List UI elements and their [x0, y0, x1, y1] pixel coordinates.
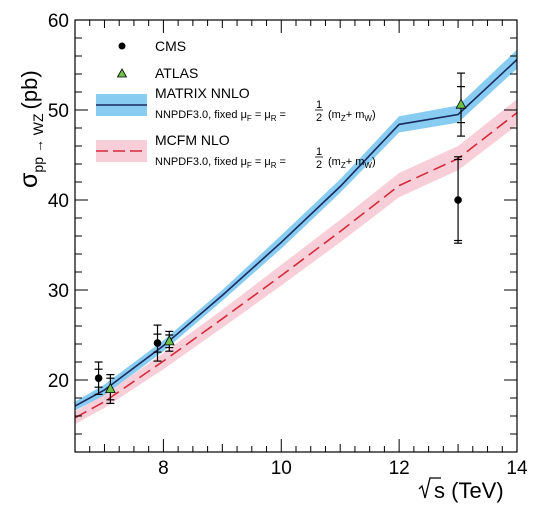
mcfm-line — [74, 112, 518, 419]
legend-cms-marker — [118, 42, 126, 50]
atlas-point — [163, 335, 175, 346]
legend-matrix-label: MATRIX NNLO — [155, 85, 250, 101]
legend-mcfm-label: MCFM NLO — [155, 132, 230, 148]
matrix-band — [75, 49, 517, 411]
matrix-line — [74, 59, 518, 407]
x-tick-label: 10 — [271, 458, 292, 479]
svg-text:1: 1 — [316, 146, 322, 158]
legend-atlas-marker — [116, 68, 128, 78]
y-axis-title: σpp → WZ (pb) — [15, 70, 46, 188]
y-tick-label: 30 — [48, 281, 69, 302]
svg-text:1: 1 — [316, 99, 322, 111]
sqrt-sign — [418, 477, 441, 499]
atlas-point — [455, 98, 467, 109]
legend-matrix-mass: (mZ+ mW) — [328, 109, 376, 123]
axis-ticks — [74, 19, 518, 453]
cms-point — [94, 374, 103, 383]
y-axis-subscript: pp → WZ — [30, 113, 46, 173]
y-axis-unit: (pb) — [17, 70, 42, 109]
x-tick-label: 8 — [158, 458, 169, 479]
mcfm-band — [75, 99, 517, 425]
legend-cms-label: CMS — [155, 38, 186, 54]
uncertainty-bands — [75, 49, 517, 425]
legend: CMS ATLAS MATRIX NNLO NNPDF3.0, fixed μF… — [96, 38, 376, 171]
prediction-lines — [74, 59, 518, 419]
x-tick-label: 12 — [389, 458, 410, 479]
legend-atlas-label: ATLAS — [155, 65, 198, 81]
legend-mcfm-mass: (mZ+ mW) — [328, 156, 376, 170]
axes — [74, 19, 518, 453]
y-axis-sigma: σ — [15, 172, 43, 188]
x-tick-label: 14 — [506, 458, 528, 479]
plot-frame — [74, 19, 518, 453]
legend-matrix-fraction: 1 2 — [315, 99, 323, 124]
svg-text:2: 2 — [316, 112, 322, 124]
measurement-points — [94, 72, 467, 404]
y-tick-label: 20 — [48, 371, 69, 392]
x-axis-label: s (TeV) — [434, 478, 504, 503]
svg-text:2: 2 — [316, 159, 322, 171]
legend-mcfm-fraction: 1 2 — [315, 146, 323, 171]
y-tick-label: 40 — [48, 191, 69, 212]
atlas-point — [104, 382, 116, 394]
y-tick-label: 50 — [48, 101, 69, 122]
cms-point — [153, 339, 162, 347]
legend-mcfm-note: NNPDF3.0, fixed μF = μR = — [155, 156, 286, 170]
cms-point — [454, 196, 462, 204]
x-axis-title: s (TeV) — [418, 477, 504, 503]
legend-matrix-note: NNPDF3.0, fixed μF = μR = — [155, 109, 286, 123]
y-tick-label: 60 — [48, 11, 69, 32]
